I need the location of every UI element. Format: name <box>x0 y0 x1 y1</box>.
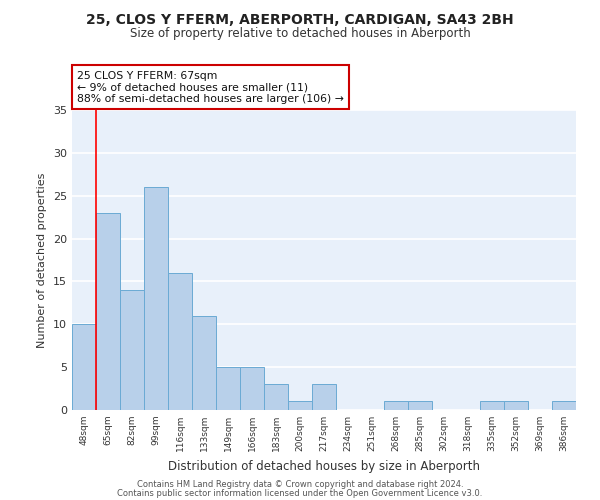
Bar <box>96 213 120 410</box>
Text: 25, CLOS Y FFERM, ABERPORTH, CARDIGAN, SA43 2BH: 25, CLOS Y FFERM, ABERPORTH, CARDIGAN, S… <box>86 12 514 26</box>
Bar <box>72 324 96 410</box>
Bar <box>216 367 240 410</box>
Text: Contains public sector information licensed under the Open Government Licence v3: Contains public sector information licen… <box>118 488 482 498</box>
Bar <box>312 384 336 410</box>
Bar <box>384 402 408 410</box>
Bar <box>120 290 144 410</box>
Bar <box>480 402 504 410</box>
Bar <box>288 402 312 410</box>
X-axis label: Distribution of detached houses by size in Aberporth: Distribution of detached houses by size … <box>168 460 480 472</box>
Y-axis label: Number of detached properties: Number of detached properties <box>37 172 47 348</box>
Bar <box>144 187 168 410</box>
Text: Size of property relative to detached houses in Aberporth: Size of property relative to detached ho… <box>130 28 470 40</box>
Bar <box>408 402 432 410</box>
Bar <box>168 273 192 410</box>
Bar <box>552 402 576 410</box>
Text: 25 CLOS Y FFERM: 67sqm
← 9% of detached houses are smaller (11)
88% of semi-deta: 25 CLOS Y FFERM: 67sqm ← 9% of detached … <box>77 71 344 104</box>
Bar <box>264 384 288 410</box>
Text: Contains HM Land Registry data © Crown copyright and database right 2024.: Contains HM Land Registry data © Crown c… <box>137 480 463 489</box>
Bar <box>504 402 528 410</box>
Bar <box>240 367 264 410</box>
Bar <box>192 316 216 410</box>
